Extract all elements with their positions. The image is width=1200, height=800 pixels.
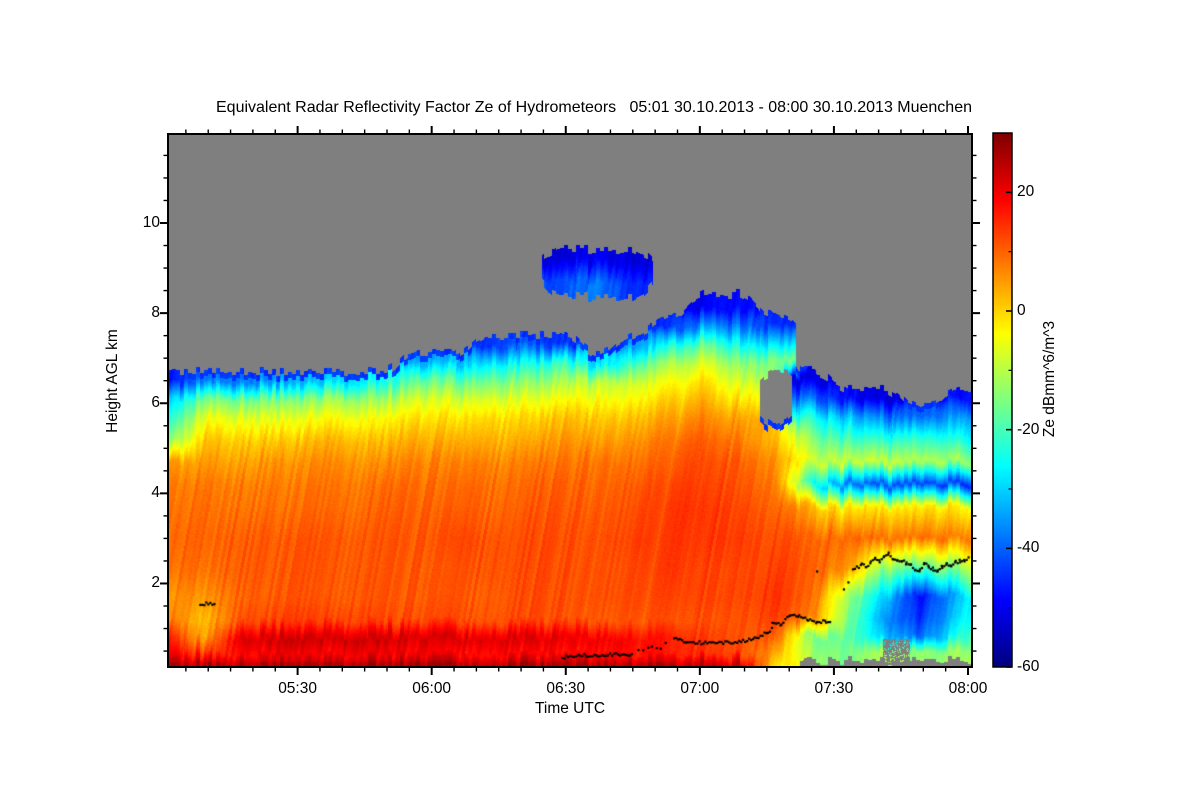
x-axis-label: Time UTC <box>534 700 606 717</box>
y-tick-label: 2 <box>151 574 160 592</box>
colorbar-tick-label: 0 <box>1017 302 1026 319</box>
colorbar-tick-label: -20 <box>1017 420 1040 438</box>
colorbar-tick-label: -40 <box>1017 539 1040 557</box>
y-tick-label: 10 <box>142 214 160 231</box>
x-tick-label: 07:30 <box>814 680 854 697</box>
y-tick-label: 4 <box>151 484 160 502</box>
x-tick-label: 05:30 <box>278 680 317 697</box>
colorbar-tick-label: 20 <box>1017 183 1035 201</box>
x-tick-label: 06:00 <box>412 680 452 697</box>
y-tick-label: 8 <box>151 304 160 322</box>
x-tick-label: 07:00 <box>680 680 720 697</box>
x-tick-label: 06:30 <box>546 680 586 697</box>
y-tick-label: 6 <box>151 394 160 412</box>
colorbar-label: Ze dBmm^6/m^3 <box>1041 320 1058 438</box>
reflectivity-heatmap <box>168 134 972 667</box>
colorbar <box>993 133 1012 667</box>
y-axis-label: Height AGL km <box>104 329 121 433</box>
x-tick-label: 08:00 <box>948 680 988 697</box>
chart-title: Equivalent Radar Reflectivity Factor Ze … <box>216 99 972 116</box>
colorbar-tick-label: -60 <box>1017 658 1040 675</box>
